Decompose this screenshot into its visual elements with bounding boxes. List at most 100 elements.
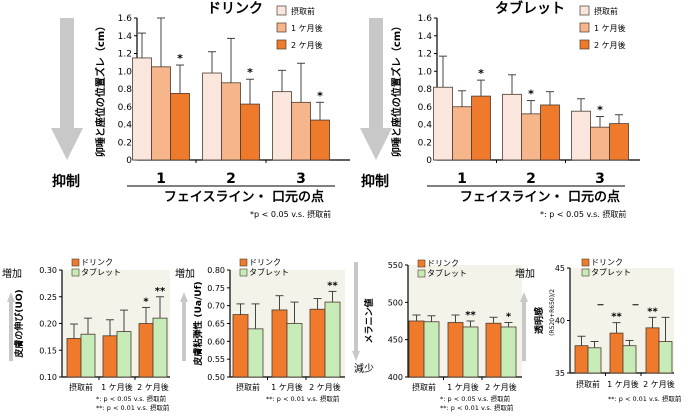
legend-swatch xyxy=(276,22,287,33)
footnote: **: p < 0.01 v.s. 摂取前 xyxy=(266,394,340,403)
y-tick-label: 1.4 xyxy=(418,32,433,42)
increase-label: 増加 xyxy=(175,267,195,280)
decrease-arrow: 減少 xyxy=(352,262,374,375)
chart-title: ドリンク xyxy=(207,1,263,17)
y-tick-label: 0.8 xyxy=(118,85,133,95)
bar xyxy=(590,126,610,161)
chart-drink-position-shift: 0 0.2 0.4 0.6 0.8 1.0 1.2 1.4 1.6 * * * 1 2 3 ドリンク卯唾と座位… xyxy=(94,1,350,219)
y-tick-label: 0.65 xyxy=(207,320,225,329)
x-category-label: 2 xyxy=(526,171,536,187)
significance-mark: * xyxy=(143,296,149,307)
bar xyxy=(202,72,222,161)
arrow-head xyxy=(520,292,528,302)
y-axis-sublabel: (R520+R650)/2 xyxy=(549,289,556,336)
significance-mark: * xyxy=(528,88,534,101)
significance-mark: ** xyxy=(611,312,622,323)
x-category-label: 摂取前 xyxy=(576,379,600,389)
bar xyxy=(658,341,673,374)
legend-label: タブレット xyxy=(81,267,121,277)
suppress-arrow-left: 抑制 xyxy=(51,18,83,190)
x-category-label: 1 ケ月後 xyxy=(447,382,479,392)
arrow-shaft xyxy=(182,301,186,361)
bar xyxy=(447,322,464,378)
bar xyxy=(408,320,425,378)
bar xyxy=(521,113,541,161)
increase-arrow-3: 増加 xyxy=(515,267,535,361)
y-tick-label: 1.2 xyxy=(118,50,132,60)
y-tick-label: 1.0 xyxy=(118,67,133,77)
legend-swatch xyxy=(71,268,80,277)
significance-mark: * xyxy=(478,67,484,80)
bar xyxy=(271,309,288,378)
significance-mark: ** xyxy=(647,306,658,317)
x-category-label: 1 ケ月後 xyxy=(101,382,133,392)
bar xyxy=(80,333,96,378)
y-tick-label: 0.4 xyxy=(118,121,133,131)
y-axis-label: 卯唾と座位の位置ズレ（cm） xyxy=(94,21,107,157)
x-category-label: 2 ケ月後 xyxy=(485,382,517,392)
x-category-label: 摂取前 xyxy=(69,382,93,392)
y-tick-label: 0.20 xyxy=(39,320,57,329)
arrow-shaft xyxy=(369,18,383,130)
x-category-label: 1 ケ月後 xyxy=(271,382,303,392)
bar xyxy=(571,110,591,161)
arrow-head xyxy=(51,128,83,160)
arrow-shaft xyxy=(522,301,526,361)
y-tick-label: 0.6 xyxy=(418,103,433,113)
bar xyxy=(66,338,82,378)
bar xyxy=(240,103,260,161)
suppress-label: 抑制 xyxy=(361,173,389,190)
y-tick-label: 0.2 xyxy=(418,138,432,148)
bar xyxy=(309,308,326,378)
y-tick-label: 1.6 xyxy=(118,14,133,24)
legend-label: ドリンク xyxy=(249,258,281,267)
y-tick-label: 45 xyxy=(555,264,565,273)
legend-swatch xyxy=(276,39,287,50)
bar xyxy=(485,322,502,378)
legend-label: 2 ケ月後 xyxy=(291,40,323,50)
bar xyxy=(152,317,168,378)
legend-label: ドリンク xyxy=(427,259,459,268)
legend-label: 摂取前 xyxy=(594,6,618,16)
legend-swatch xyxy=(71,258,80,267)
legend-swatch xyxy=(239,258,248,267)
y-tick-label: 0.70 xyxy=(207,302,225,311)
y-tick-label: 1.4 xyxy=(118,32,133,42)
increase-label: 増加 xyxy=(2,267,22,280)
suppress-arrow-right: 抑制 xyxy=(360,18,392,190)
bar xyxy=(151,66,171,161)
y-tick-label: 0 xyxy=(426,156,432,166)
bar xyxy=(247,328,264,378)
bar xyxy=(645,327,660,374)
x-category-label: 3 xyxy=(296,171,306,187)
bar xyxy=(291,101,311,161)
legend: 摂取前 1 ケ月後 2 ケ月後 xyxy=(276,5,323,50)
y-tick-label: 0.10 xyxy=(39,373,57,382)
y-tick-label: 40 xyxy=(555,317,565,326)
x-category-label: 摂取前 xyxy=(412,382,436,392)
footnote: *: p < 0.05 v.s. 摂取前 xyxy=(540,209,626,219)
footnote: **: p < 0.01 v.s. 摂取前 xyxy=(608,394,682,403)
bar xyxy=(609,123,629,161)
y-axis-label: 皮膚の伸び(UO) xyxy=(13,289,25,358)
legend-label: 1 ケ月後 xyxy=(594,23,626,33)
legend-label: 2 ケ月後 xyxy=(594,40,626,50)
legend-label: タブレット xyxy=(249,267,289,277)
increase-arrow-1: 増加 xyxy=(2,267,22,361)
significance-mark: * xyxy=(597,104,603,117)
arrow-shaft xyxy=(60,18,74,130)
y-tick-label: 35 xyxy=(555,369,565,378)
significance-mark: * xyxy=(177,52,183,65)
arrow-head xyxy=(180,292,188,302)
x-category-label: 1 xyxy=(156,171,166,187)
chart-skin-elasticity: 0.100.150.200.250.30***摂取前 1 ケ月後 2 ケ月後皮膚の伸… xyxy=(13,258,170,412)
legend-label: タブレット xyxy=(591,267,631,277)
significance-mark: * xyxy=(317,89,323,102)
bar xyxy=(170,93,190,161)
significance-mark: ** xyxy=(155,286,166,297)
legend-swatch xyxy=(276,5,287,16)
bar xyxy=(433,86,453,161)
